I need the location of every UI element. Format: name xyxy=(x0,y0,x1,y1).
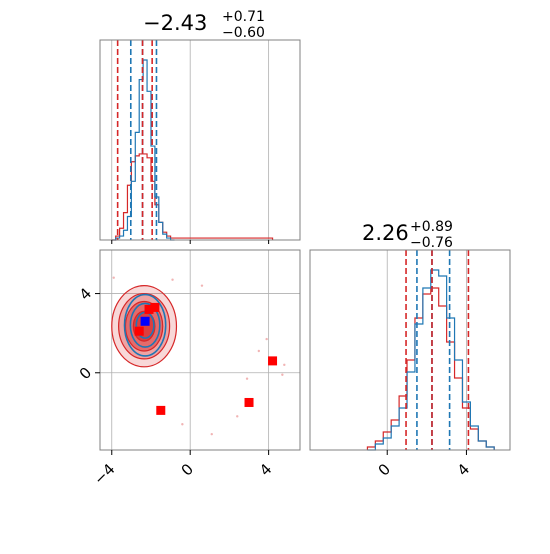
x-tick-label-param1: 4 xyxy=(256,460,275,479)
axes-frames xyxy=(99,39,511,451)
title-param2-lower: −0.76 xyxy=(410,235,453,251)
square-marker xyxy=(140,316,150,326)
title-param1-lower: −0.60 xyxy=(222,25,265,41)
histogram-line-param1 xyxy=(111,153,274,241)
square-marker xyxy=(156,405,166,415)
grid-lines xyxy=(100,40,467,450)
joint-density-panel xyxy=(111,276,286,436)
square-marker xyxy=(134,326,144,336)
scatter-point xyxy=(245,377,249,380)
scatter-point xyxy=(265,337,268,341)
frame-hist-param1 xyxy=(99,39,301,241)
square-marker xyxy=(268,356,278,366)
scatter-point xyxy=(283,363,286,367)
histogram-param1 xyxy=(111,40,274,241)
title-param2: 2.26 xyxy=(362,221,409,245)
scatter-point xyxy=(257,349,261,353)
scatter-point xyxy=(181,423,184,426)
histogram-line-param2 xyxy=(366,287,495,450)
y-tick-label-param2: 0 xyxy=(76,364,95,383)
title-param1-upper: +0.71 xyxy=(222,9,265,25)
scatter-point xyxy=(236,415,239,418)
scatter-point xyxy=(171,278,174,281)
blue-density-contour xyxy=(123,293,167,357)
scatter-point xyxy=(210,432,213,436)
title-param2-upper: +0.89 xyxy=(410,219,453,235)
y-tick-label-param2: 4 xyxy=(76,284,95,303)
frame-hist-param2 xyxy=(309,249,511,451)
title-param1: −2.43 xyxy=(143,11,207,35)
histogram-param2 xyxy=(366,250,495,451)
x-tick-label-param1: −4 xyxy=(90,460,118,488)
scatter-point xyxy=(200,284,204,287)
scatter-point xyxy=(281,373,284,376)
histogram-line-param2 xyxy=(367,269,495,451)
x-tick-label-param2: 0 xyxy=(375,460,394,479)
square-marker xyxy=(144,304,154,314)
blue-density-contour xyxy=(129,302,161,348)
x-tick-label-param2: 4 xyxy=(454,460,473,479)
frame-joint xyxy=(99,249,301,451)
square-marker xyxy=(244,397,254,407)
scatter-point xyxy=(112,276,115,279)
x-tick-label-param1: 0 xyxy=(178,460,197,479)
square-marker xyxy=(150,302,160,312)
